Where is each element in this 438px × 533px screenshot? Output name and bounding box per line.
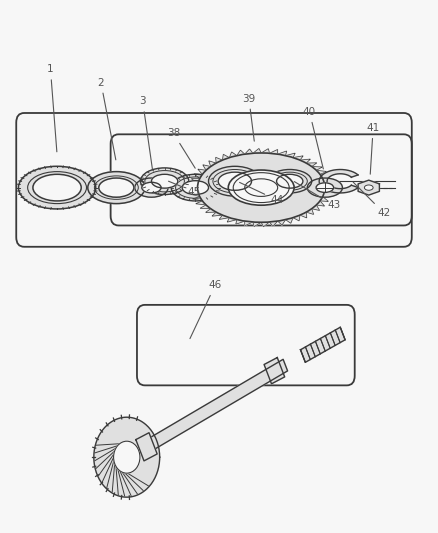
Ellipse shape [88,172,145,204]
Polygon shape [195,201,205,205]
Polygon shape [229,152,237,158]
Text: 38: 38 [166,128,195,168]
Ellipse shape [208,166,261,196]
Polygon shape [191,179,199,183]
Text: 1: 1 [47,64,57,152]
Polygon shape [306,209,313,214]
Ellipse shape [171,174,219,201]
Ellipse shape [267,169,311,193]
Polygon shape [269,150,277,154]
Polygon shape [208,161,215,166]
Polygon shape [318,169,357,193]
Ellipse shape [134,178,168,197]
Polygon shape [300,327,344,362]
Polygon shape [277,220,285,225]
Polygon shape [322,192,330,197]
Ellipse shape [218,172,251,190]
Polygon shape [200,205,210,209]
Polygon shape [192,197,202,201]
Polygon shape [252,222,261,227]
Text: 44: 44 [239,182,283,205]
Polygon shape [190,192,199,197]
Text: 41: 41 [366,123,379,174]
Polygon shape [261,222,269,227]
Polygon shape [316,201,324,206]
Polygon shape [198,169,205,174]
Polygon shape [285,217,293,223]
Polygon shape [252,149,261,154]
Ellipse shape [151,174,177,188]
Polygon shape [142,359,287,454]
Polygon shape [311,205,319,211]
Ellipse shape [364,185,372,190]
Polygon shape [299,159,310,163]
Ellipse shape [182,181,208,195]
Polygon shape [94,417,159,497]
Polygon shape [227,217,237,222]
Polygon shape [324,183,332,188]
Polygon shape [357,180,378,195]
Ellipse shape [141,182,161,193]
Polygon shape [319,174,329,179]
Polygon shape [269,221,277,226]
Text: 46: 46 [190,280,221,338]
Polygon shape [293,215,299,221]
Ellipse shape [307,178,342,197]
Ellipse shape [228,170,293,205]
Polygon shape [237,150,244,156]
Polygon shape [319,197,328,201]
Text: 39: 39 [242,94,255,141]
Ellipse shape [113,441,140,473]
Ellipse shape [315,183,333,192]
Polygon shape [190,183,198,188]
Text: 3: 3 [139,96,152,169]
Polygon shape [202,165,210,171]
Text: 42: 42 [352,182,390,218]
Polygon shape [189,188,198,192]
Text: 40: 40 [302,107,323,169]
Polygon shape [322,179,331,183]
Polygon shape [311,166,321,171]
Polygon shape [215,157,222,163]
Polygon shape [194,174,202,179]
Polygon shape [277,151,286,156]
Text: 45: 45 [168,181,201,197]
Polygon shape [135,433,157,461]
Polygon shape [212,212,222,216]
Ellipse shape [18,166,95,209]
Ellipse shape [244,179,277,197]
Polygon shape [235,220,244,224]
Polygon shape [306,163,316,166]
Polygon shape [293,156,302,160]
Polygon shape [222,155,229,160]
Polygon shape [261,149,269,154]
Ellipse shape [33,174,81,201]
Polygon shape [324,188,332,192]
Polygon shape [244,149,252,154]
Polygon shape [316,171,326,174]
Text: 43: 43 [293,182,339,210]
Ellipse shape [276,174,302,188]
Polygon shape [299,212,306,218]
Polygon shape [205,209,215,213]
Polygon shape [264,358,284,384]
Polygon shape [219,215,229,220]
Text: 2: 2 [97,78,116,160]
Ellipse shape [140,168,188,195]
Polygon shape [285,153,294,158]
Ellipse shape [99,178,134,197]
Polygon shape [244,221,252,225]
Ellipse shape [197,153,324,222]
